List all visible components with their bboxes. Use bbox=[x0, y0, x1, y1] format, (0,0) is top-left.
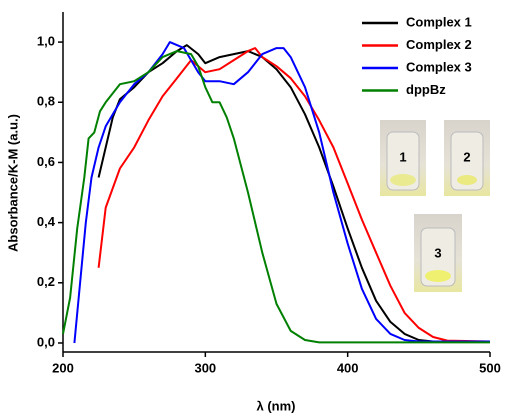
legend-label: dppBz bbox=[406, 82, 446, 97]
annotation: 1 bbox=[399, 149, 406, 164]
x-tick-label: 400 bbox=[337, 360, 359, 375]
data-line bbox=[62, 50, 490, 344]
data-line bbox=[73, 41, 490, 344]
y-axis-title: Absorbance/K-M (a.u.) bbox=[5, 114, 20, 252]
y-tick-label: 0,2 bbox=[37, 274, 55, 289]
legend-label: Complex 2 bbox=[406, 37, 472, 52]
y-tick-label: 0,8 bbox=[37, 94, 55, 109]
y-tick-label: 0,6 bbox=[37, 154, 55, 169]
data-line bbox=[97, 47, 491, 343]
y-tick-label: 1,0 bbox=[37, 34, 55, 49]
y-tick-label: 0,0 bbox=[37, 334, 55, 349]
x-tick-label: 200 bbox=[52, 360, 74, 375]
legend-label: Complex 3 bbox=[406, 59, 472, 74]
x-tick-label: 300 bbox=[194, 360, 216, 375]
x-axis-title: λ (nm) bbox=[257, 398, 296, 413]
vial-photo bbox=[380, 120, 490, 292]
annotation: 3 bbox=[434, 245, 441, 260]
x-tick-label: 500 bbox=[479, 360, 501, 375]
legend-label: Complex 1 bbox=[406, 14, 472, 29]
y-tick-label: 0,4 bbox=[37, 214, 56, 229]
annotation: 2 bbox=[463, 149, 470, 164]
